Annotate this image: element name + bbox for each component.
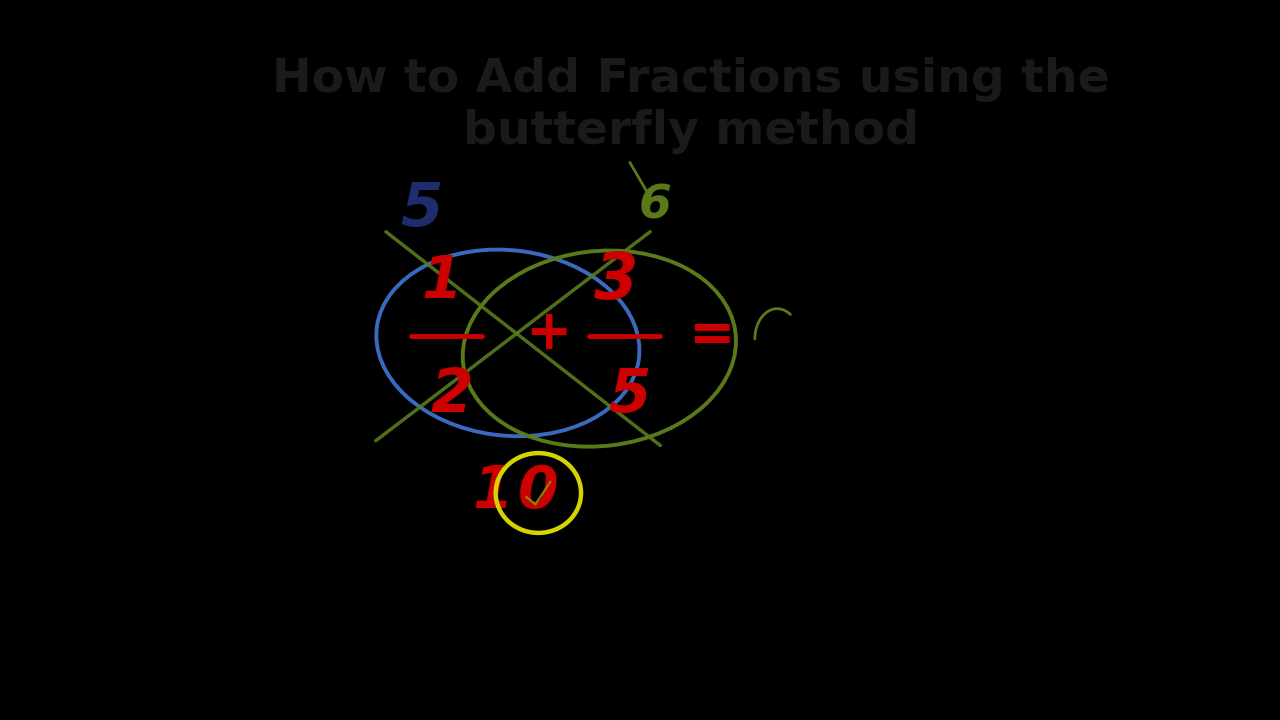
Text: 5: 5 <box>608 366 652 425</box>
Text: 6: 6 <box>639 184 672 229</box>
Text: 1: 1 <box>421 253 462 310</box>
Text: +: + <box>525 307 572 361</box>
Text: 1: 1 <box>472 463 513 520</box>
Text: 3: 3 <box>594 250 639 312</box>
Text: butterfly method: butterfly method <box>463 109 919 155</box>
Text: =: = <box>687 310 735 364</box>
Text: 5: 5 <box>401 181 443 239</box>
Text: 2: 2 <box>431 366 474 425</box>
Text: 0: 0 <box>518 463 558 520</box>
Text: How to Add Fractions using the: How to Add Fractions using the <box>273 58 1110 102</box>
